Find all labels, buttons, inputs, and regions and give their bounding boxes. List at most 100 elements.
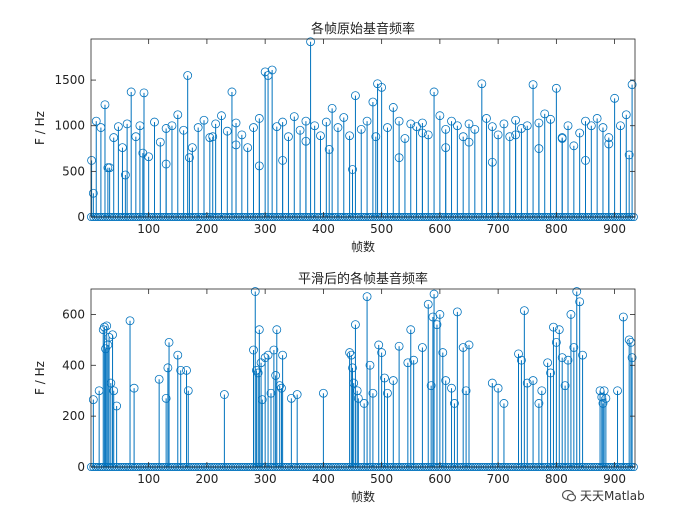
stem-marker — [368, 97, 378, 107]
stem-marker — [351, 91, 360, 100]
stem-marker — [377, 82, 387, 92]
stem-marker — [253, 368, 263, 378]
stem-marker — [624, 335, 634, 345]
y-tick-label: 0 — [77, 460, 85, 474]
stem-marker — [569, 343, 579, 352]
stem-marker — [597, 392, 607, 402]
stem-marker — [109, 386, 119, 396]
y-tick-label: 1000 — [54, 119, 85, 133]
stem-marker — [306, 37, 315, 47]
stem-marker — [464, 119, 474, 129]
stem-marker — [551, 83, 561, 93]
stem-marker — [173, 110, 183, 120]
stem-marker — [610, 93, 620, 103]
stem-marker — [88, 188, 98, 198]
stem-marker — [87, 156, 96, 165]
stem-marker — [627, 353, 637, 363]
stem-marker — [423, 130, 433, 140]
stem-marker — [295, 125, 305, 135]
stem-marker — [277, 383, 286, 393]
stem-marker — [450, 399, 459, 408]
stem-marker — [217, 111, 226, 121]
stem-marker — [179, 125, 189, 135]
x-tick-label: 600 — [428, 472, 451, 486]
stem-marker — [441, 124, 451, 134]
stem-marker — [333, 123, 343, 132]
stem-marker — [219, 390, 229, 399]
stem-marker — [109, 133, 119, 142]
stem-marker — [441, 143, 451, 153]
stem-marker — [601, 393, 611, 403]
stem-group — [92, 291, 633, 467]
stem-marker — [368, 388, 378, 398]
stem-marker — [257, 395, 267, 405]
stem-marker — [250, 287, 260, 296]
stem-marker — [537, 386, 547, 396]
stem-marker — [185, 153, 194, 163]
stem-marker — [458, 343, 468, 352]
chart-title: 各帧原始基音频率 — [311, 21, 415, 37]
stem-marker — [383, 388, 392, 398]
stem-marker — [511, 115, 520, 125]
stem-marker — [94, 386, 104, 396]
x-tick-label: 700 — [487, 222, 510, 236]
stem-marker — [163, 363, 173, 373]
x-tick-label: 300 — [254, 222, 277, 236]
stem-marker — [289, 112, 299, 121]
stem-marker — [324, 145, 334, 154]
stem-marker — [362, 292, 372, 302]
stem-marker — [125, 316, 135, 326]
stem-marker — [557, 134, 567, 143]
stem-marker — [572, 287, 582, 296]
stem-marker — [167, 121, 177, 131]
stem-marker — [269, 345, 279, 355]
y-tick-label: 200 — [62, 409, 85, 423]
stem-marker — [447, 383, 456, 393]
x-tick-label: 300 — [254, 472, 277, 486]
stem-marker — [260, 353, 270, 363]
stem-marker — [122, 119, 132, 129]
stem-marker — [470, 124, 480, 134]
stem-marker — [292, 390, 302, 399]
stem-marker — [96, 123, 106, 132]
stem-marker — [499, 399, 509, 408]
stem-marker — [477, 79, 487, 89]
y-tick-label: 1500 — [54, 73, 85, 87]
stem-marker — [557, 353, 567, 363]
stem-marker — [423, 299, 433, 309]
y-tick-label: 0 — [77, 210, 85, 224]
stem-marker — [161, 159, 171, 169]
chart-title: 平滑后的各帧基音频率 — [298, 271, 428, 287]
x-tick-label: 500 — [370, 222, 393, 236]
stem-marker — [267, 65, 277, 75]
stem-marker — [380, 373, 389, 383]
plot-area — [91, 39, 635, 217]
stem-marker — [155, 137, 165, 147]
stem-marker — [106, 378, 116, 388]
stem-marker — [613, 386, 622, 396]
stem-marker — [222, 126, 232, 136]
stem-marker — [278, 117, 288, 127]
stem-marker — [604, 133, 614, 142]
stem-marker — [161, 124, 171, 133]
y-tick-label: 400 — [62, 358, 85, 372]
stem-marker — [278, 350, 288, 360]
x-tick-label: 200 — [195, 472, 218, 486]
stem-marker — [499, 119, 509, 129]
stem-marker — [100, 100, 110, 110]
stem-marker — [266, 388, 276, 398]
stem-marker — [254, 161, 264, 171]
stem-marker — [371, 132, 381, 142]
stem-group — [91, 41, 633, 217]
stem-marker — [349, 378, 359, 388]
watermark-text: 天天Matlab — [580, 489, 645, 503]
stem-marker — [154, 374, 164, 384]
stem-marker — [482, 114, 491, 123]
stem-marker — [252, 365, 261, 375]
stem-marker — [578, 350, 587, 360]
stem-marker — [182, 365, 191, 375]
x-tick-label: 700 — [487, 472, 510, 486]
stem-marker — [211, 119, 221, 129]
stem-marker — [131, 132, 141, 142]
